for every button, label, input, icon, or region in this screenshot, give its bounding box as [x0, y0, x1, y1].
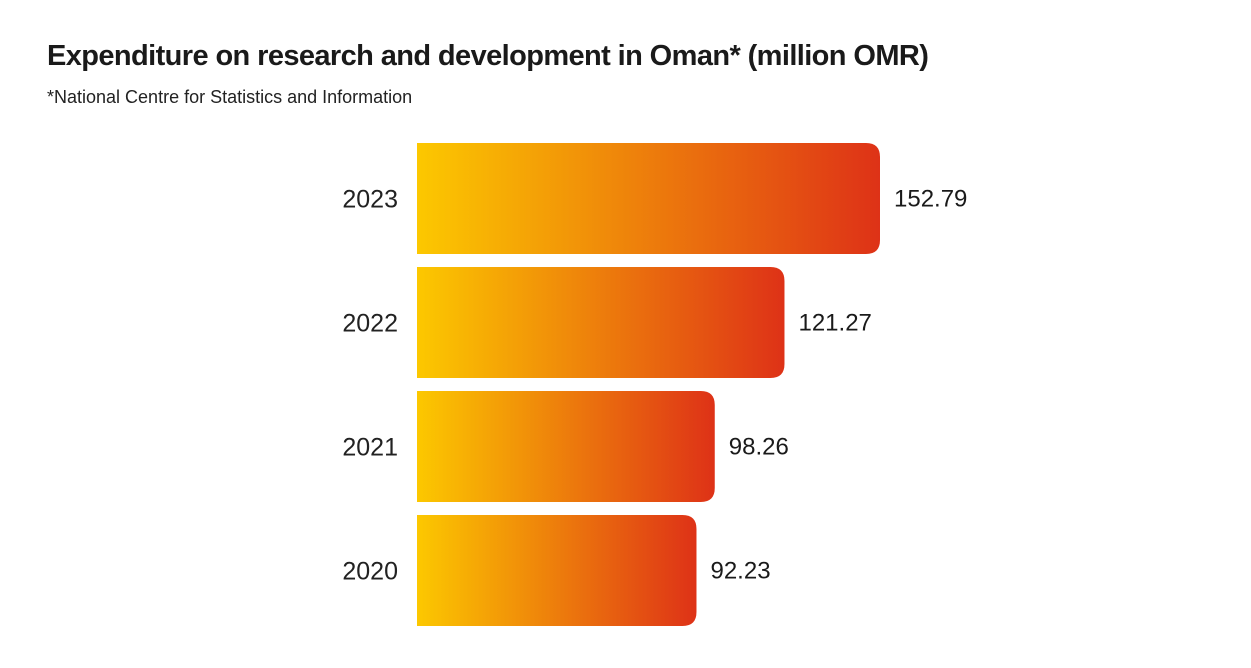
value-label-2023: 152.79: [894, 186, 967, 213]
category-label-2022: 2022: [342, 310, 398, 338]
category-label-2020: 2020: [342, 558, 398, 586]
bar-2023: [417, 143, 880, 254]
chart-subtitle: *National Centre for Statistics and Info…: [47, 87, 413, 107]
chart-title: Expenditure on research and development …: [47, 40, 929, 72]
bar-2022: [417, 267, 785, 378]
bar-2020: [417, 515, 697, 626]
category-label-2021: 2021: [342, 434, 398, 462]
value-label-2022: 121.27: [798, 310, 871, 337]
value-label-2020: 92.23: [710, 558, 770, 585]
value-label-2021: 98.26: [729, 434, 789, 461]
category-label-2023: 2023: [342, 186, 398, 214]
bar-2021: [417, 391, 715, 502]
